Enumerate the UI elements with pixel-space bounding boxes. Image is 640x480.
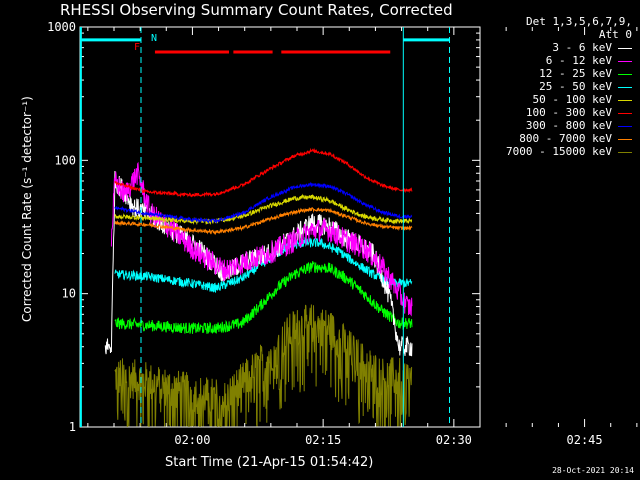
legend-swatch (618, 61, 632, 62)
legend-item: 12 - 25 keV (539, 67, 632, 80)
legend-item: 100 - 300 keV (526, 106, 632, 119)
legend-label: 100 - 300 keV (526, 106, 612, 119)
legend-item: 6 - 12 keV (546, 54, 632, 67)
y-tick-label: 100 (54, 153, 76, 167)
legend-swatch (618, 152, 632, 153)
legend-label: 800 - 7000 keV (519, 132, 612, 145)
chart-title: RHESSI Observing Summary Count Rates, Co… (60, 1, 453, 19)
x-tick-label: 02:00 (174, 433, 210, 447)
series-line-100to300keV (115, 150, 412, 197)
flag-n: N (151, 33, 157, 44)
legend-label: 3 - 6 keV (552, 41, 612, 54)
legend-swatch (618, 126, 632, 127)
legend-header-2: Att 0 (599, 28, 632, 41)
legend-item: 50 - 100 keV (533, 93, 632, 106)
legend-swatch (618, 113, 632, 114)
legend-label: 7000 - 15000 keV (506, 145, 612, 158)
legend-swatch (618, 87, 632, 88)
legend-label: 300 - 800 keV (526, 119, 612, 132)
legend-header-1: Det 1,3,5,6,7,9, (526, 15, 632, 28)
y-tick-label: 1000 (47, 20, 76, 34)
legend-item: 3 - 6 keV (552, 41, 632, 54)
series-line-6to12keV (111, 163, 412, 315)
legend-swatch (618, 100, 632, 101)
y-tick-label: 1 (69, 420, 76, 434)
legend-label: 6 - 12 keV (546, 54, 612, 67)
x-axis-label: Start Time (21-Apr-15 01:54:42) (165, 455, 373, 470)
flag-f: F (134, 42, 140, 53)
legend-label: 25 - 50 keV (539, 80, 612, 93)
x-tick-label: 02:45 (567, 433, 603, 447)
legend-label: 50 - 100 keV (533, 93, 612, 106)
x-tick-label: 02:30 (436, 433, 472, 447)
legend-swatch (618, 48, 632, 49)
timestamp: 28-Oct-2021 20:14 (552, 466, 634, 475)
y-axis-label: Corrected Count Rate (s⁻¹ detector⁻¹) (20, 132, 34, 322)
x-tick-label: 02:15 (305, 433, 341, 447)
legend-item: 25 - 50 keV (539, 80, 632, 93)
legend-swatch (618, 139, 632, 140)
legend-label: 12 - 25 keV (539, 67, 612, 80)
legend-item: 7000 - 15000 keV (506, 145, 632, 158)
legend-item: 800 - 7000 keV (519, 132, 632, 145)
plot-frame (80, 27, 480, 427)
legend-item: 300 - 800 keV (526, 119, 632, 132)
legend-swatch (618, 74, 632, 75)
y-tick-label: 10 (62, 287, 76, 301)
